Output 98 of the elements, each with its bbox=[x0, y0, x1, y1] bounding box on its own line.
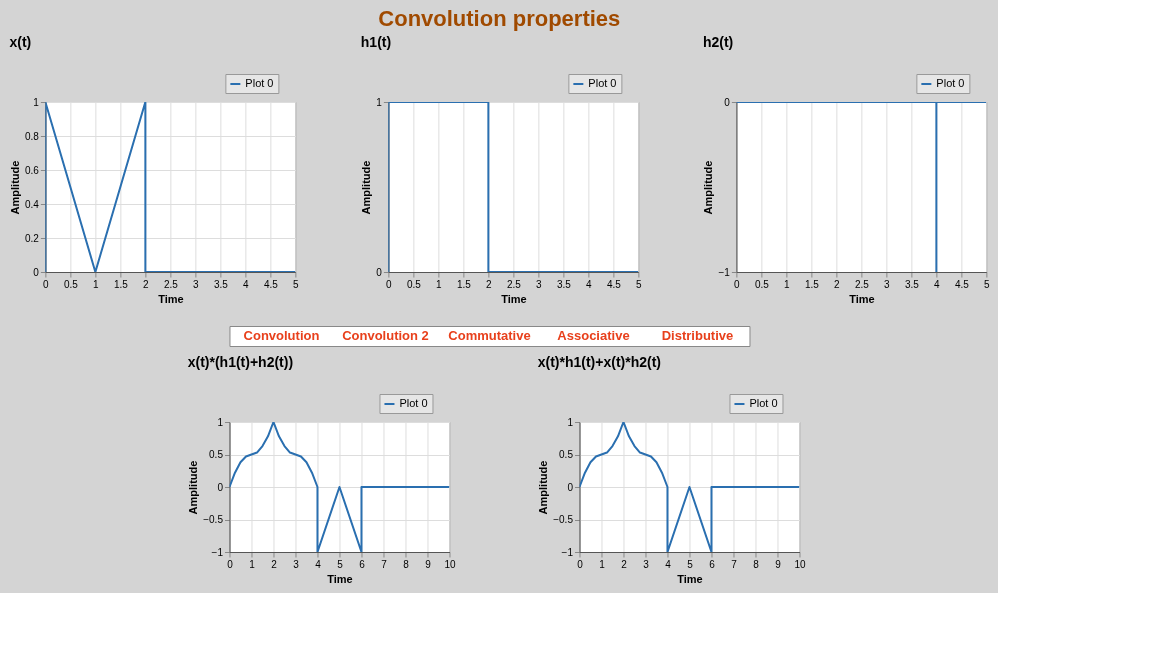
x-tick-label: 5 bbox=[337, 558, 344, 570]
y-tick-label: −1 bbox=[211, 546, 224, 558]
chart-title: h1(t) bbox=[360, 33, 392, 50]
x-tick-label: 0.5 bbox=[754, 278, 770, 290]
x-tick-label: 1.5 bbox=[456, 278, 472, 290]
x-tick-label: 0 bbox=[577, 558, 584, 570]
x-tick-label: 10 bbox=[444, 558, 456, 570]
text: Commutative bbox=[448, 328, 531, 343]
x-tick-label: 4.5 bbox=[263, 278, 279, 290]
y-tick-label: 1 bbox=[217, 416, 224, 428]
x-tick-label: 3.5 bbox=[213, 278, 229, 290]
x-tick-label: 9 bbox=[425, 558, 432, 570]
x-axis-title: Time bbox=[327, 572, 353, 585]
x-tick-label: 4.5 bbox=[606, 278, 622, 290]
x-tick-label: 0 bbox=[386, 278, 393, 290]
x-tick-label: 5 bbox=[636, 278, 643, 290]
y-axis-title: Amplitude bbox=[360, 160, 373, 215]
x-tick-label: 2 bbox=[486, 278, 493, 290]
x-tick-label: 3 bbox=[536, 278, 543, 290]
x-tick-label: 0 bbox=[227, 558, 234, 570]
y-tick-label: 0.4 bbox=[24, 198, 40, 210]
y-tick-label: 1 bbox=[567, 416, 574, 428]
x-tick-label: 3 bbox=[193, 278, 200, 290]
y-axis-title: Amplitude bbox=[8, 160, 21, 215]
x-tick-label: 8 bbox=[403, 558, 410, 570]
y-tick-label: 0.5 bbox=[209, 449, 224, 460]
text: Associative bbox=[557, 328, 630, 343]
legend-label: Plot 0 bbox=[588, 77, 617, 89]
legend-label: Plot 0 bbox=[749, 397, 778, 409]
text: Convolution properties bbox=[378, 6, 621, 31]
x-tick-label: 3.5 bbox=[904, 278, 920, 290]
x-tick-label: 6 bbox=[709, 558, 716, 570]
y-tick-label: 0.5 bbox=[559, 449, 574, 460]
x-tick-label: 4 bbox=[243, 278, 250, 290]
x-tick-label: 2 bbox=[621, 558, 628, 570]
x-tick-label: 1 bbox=[784, 278, 791, 290]
x-tick-label: 5 bbox=[984, 278, 991, 290]
text: Convolution bbox=[243, 328, 320, 343]
y-tick-label: −1 bbox=[561, 546, 574, 558]
x-tick-label: 7 bbox=[381, 558, 388, 570]
x-tick-label: 4.5 bbox=[954, 278, 970, 290]
x-tick-label: 1 bbox=[599, 558, 606, 570]
legend-label: Plot 0 bbox=[399, 397, 428, 409]
x-axis-title: Time bbox=[501, 292, 527, 305]
x-tick-label: 3 bbox=[643, 558, 650, 570]
x-tick-label: 10 bbox=[794, 558, 806, 570]
x-tick-label: 4 bbox=[934, 278, 941, 290]
y-axis-title: Amplitude bbox=[702, 160, 715, 215]
x-tick-label: 0 bbox=[43, 278, 50, 290]
text: Convolution 2 bbox=[342, 328, 429, 343]
x-axis-title: Time bbox=[849, 292, 875, 305]
x-tick-label: 0.5 bbox=[406, 278, 422, 290]
x-tick-label: 9 bbox=[775, 558, 782, 570]
y-axis-title: Amplitude bbox=[187, 460, 200, 515]
x-tick-label: 5 bbox=[293, 278, 300, 290]
x-tick-label: 3 bbox=[293, 558, 300, 570]
chart-title: x(t)*(h1(t)+h2(t)) bbox=[187, 353, 294, 370]
x-axis-title: Time bbox=[677, 572, 703, 585]
y-tick-label: 0 bbox=[567, 481, 574, 493]
y-tick-label: −1 bbox=[718, 266, 731, 278]
x-axis-title: Time bbox=[158, 292, 184, 305]
x-tick-label: 0.5 bbox=[63, 278, 79, 290]
x-tick-label: 4 bbox=[586, 278, 593, 290]
x-tick-label: 2.5 bbox=[163, 278, 179, 290]
x-tick-label: 3 bbox=[884, 278, 891, 290]
chart-title: x(t)*h1(t)+x(t)*h2(t) bbox=[537, 353, 661, 370]
x-tick-label: 3.5 bbox=[556, 278, 572, 290]
x-tick-label: 1.5 bbox=[113, 278, 129, 290]
x-tick-label: 4 bbox=[665, 558, 672, 570]
y-tick-label: 0.6 bbox=[24, 164, 40, 176]
x-tick-label: 5 bbox=[687, 558, 694, 570]
y-tick-label: 1 bbox=[33, 96, 40, 108]
x-tick-label: 7 bbox=[731, 558, 738, 570]
x-tick-label: 8 bbox=[753, 558, 760, 570]
x-tick-label: 1.5 bbox=[804, 278, 820, 290]
x-tick-label: 1 bbox=[249, 558, 256, 570]
legend-label: Plot 0 bbox=[245, 77, 274, 89]
x-tick-label: 0 bbox=[734, 278, 741, 290]
x-tick-label: 1 bbox=[436, 278, 443, 290]
x-tick-label: 2 bbox=[143, 278, 150, 290]
y-tick-label: 0 bbox=[217, 481, 224, 493]
y-axis-title: Amplitude bbox=[537, 460, 550, 515]
y-tick-label: 0 bbox=[33, 266, 40, 278]
legend-label: Plot 0 bbox=[936, 77, 965, 89]
text: Distributive bbox=[661, 328, 734, 343]
chart-title: x(t) bbox=[9, 33, 32, 50]
y-tick-label: −0.5 bbox=[203, 514, 224, 525]
chart-title: h2(t) bbox=[702, 33, 734, 50]
y-tick-label: −0.5 bbox=[553, 514, 574, 525]
x-tick-label: 4 bbox=[315, 558, 322, 570]
x-tick-label: 6 bbox=[359, 558, 366, 570]
y-tick-label: 0.2 bbox=[24, 232, 40, 244]
x-tick-label: 1 bbox=[93, 278, 100, 290]
y-tick-label: 0.8 bbox=[24, 130, 40, 142]
x-tick-label: 2 bbox=[834, 278, 841, 290]
x-tick-label: 2.5 bbox=[506, 278, 522, 290]
x-tick-label: 2 bbox=[271, 558, 278, 570]
x-tick-label: 2.5 bbox=[854, 278, 870, 290]
